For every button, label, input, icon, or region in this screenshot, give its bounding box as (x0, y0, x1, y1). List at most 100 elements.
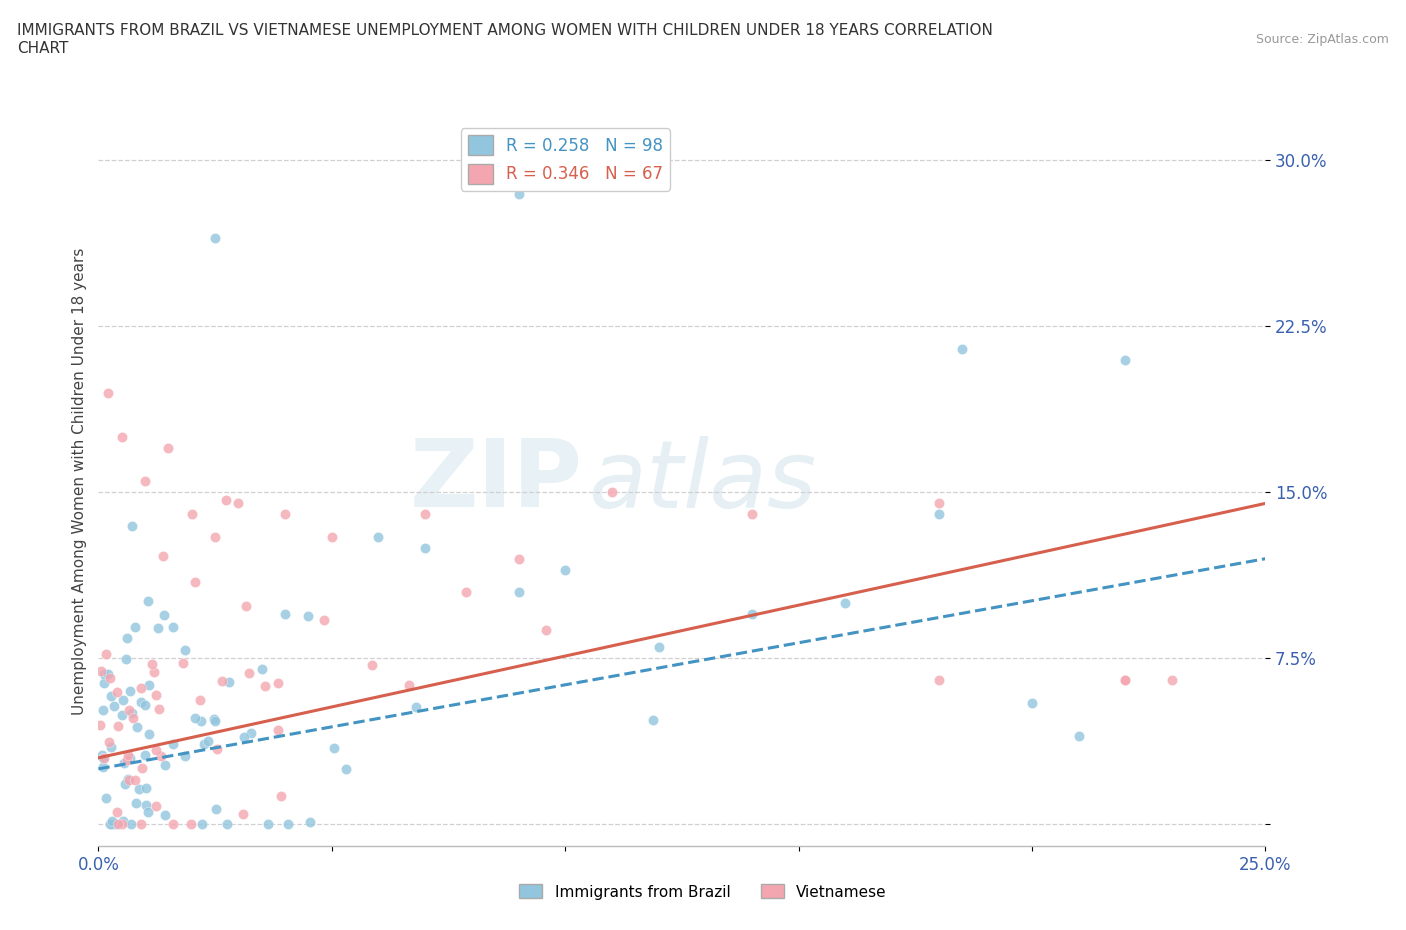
Point (274, 507, 297, 522)
Point (204, 231, 226, 246)
Point (93, 667, 115, 682)
Point (190, 693, 212, 708)
Point (172, 656, 194, 671)
Point (456, 585, 478, 600)
Point (104, 817, 127, 831)
Point (238, 665, 260, 680)
Point (554, 563, 576, 578)
Point (93, 760, 115, 775)
Point (118, 773, 141, 788)
Point (153, 757, 176, 772)
Point (270, 789, 292, 804)
Text: atlas: atlas (589, 436, 817, 526)
Point (125, 720, 148, 735)
Point (153, 607, 176, 622)
Point (232, 730, 254, 745)
Point (98, 671, 121, 685)
Point (149, 748, 172, 763)
Point (94, 790, 117, 805)
Point (361, 658, 384, 672)
Point (162, 619, 184, 634)
Point (143, 665, 166, 680)
Point (162, 817, 184, 831)
Point (115, 652, 138, 667)
Point (647, 640, 669, 655)
Point (312, 613, 335, 628)
Point (112, 692, 135, 707)
Point (135, 797, 157, 812)
Point (118, 703, 141, 718)
Legend: R = 0.258   N = 98, R = 0.346   N = 67: R = 0.258 N = 98, R = 0.346 N = 67 (461, 128, 669, 191)
Point (405, 699, 427, 714)
Point (191, 817, 214, 831)
Point (98, 735, 121, 750)
Point (274, 606, 297, 621)
Point (136, 593, 159, 608)
Point (204, 529, 226, 544)
Point (148, 702, 170, 717)
Point (641, 712, 664, 727)
Point (257, 817, 280, 831)
Point (193, 736, 215, 751)
Point (129, 817, 152, 831)
Point (202, 711, 225, 726)
Point (129, 681, 152, 696)
Point (97, 667, 120, 682)
Point (111, 817, 134, 831)
Point (228, 496, 250, 511)
Point (125, 796, 148, 811)
Point (508, 186, 530, 201)
Point (741, 606, 763, 621)
Point (118, 684, 141, 698)
Point (218, 675, 240, 690)
Point (1114, 673, 1136, 688)
Point (90, 664, 112, 679)
Point (239, 725, 262, 740)
Point (413, 540, 436, 555)
Point (107, 817, 129, 831)
Point (197, 734, 219, 749)
Point (141, 657, 163, 671)
Point (89, 718, 111, 733)
Point (121, 706, 143, 721)
Point (235, 598, 257, 613)
Point (1161, 673, 1184, 688)
Point (232, 806, 254, 821)
Point (118, 751, 141, 765)
Point (103, 698, 125, 713)
Text: IMMIGRANTS FROM BRAZIL VS VIETNAMESE UNEMPLOYMENT AMONG WOMEN WITH CHILDREN UNDE: IMMIGRANTS FROM BRAZIL VS VIETNAMESE UNE… (17, 23, 993, 56)
Point (146, 621, 169, 636)
Point (267, 676, 290, 691)
Y-axis label: Unemployment Among Women with Children Under 18 years: Unemployment Among Women with Children U… (72, 247, 87, 715)
Point (107, 718, 129, 733)
Point (367, 529, 389, 544)
Point (105, 684, 128, 699)
Point (253, 679, 276, 694)
Point (600, 485, 623, 499)
Point (180, 507, 202, 522)
Point (174, 749, 197, 764)
Point (100, 739, 122, 754)
Point (131, 695, 153, 710)
Point (928, 507, 950, 522)
Point (413, 507, 436, 522)
Point (215, 492, 238, 507)
Point (124, 619, 146, 634)
Point (115, 752, 138, 767)
Point (117, 748, 139, 763)
Point (153, 808, 176, 823)
Point (323, 740, 346, 755)
Point (98, 817, 121, 831)
Point (90, 748, 112, 763)
Point (184, 575, 207, 590)
Point (180, 817, 202, 831)
Point (136, 804, 159, 819)
Point (94, 646, 117, 661)
Point (184, 711, 207, 725)
Point (91, 751, 114, 765)
Point (928, 496, 950, 511)
Point (250, 661, 273, 676)
Point (834, 595, 856, 610)
Point (117, 771, 139, 786)
Point (157, 441, 180, 456)
